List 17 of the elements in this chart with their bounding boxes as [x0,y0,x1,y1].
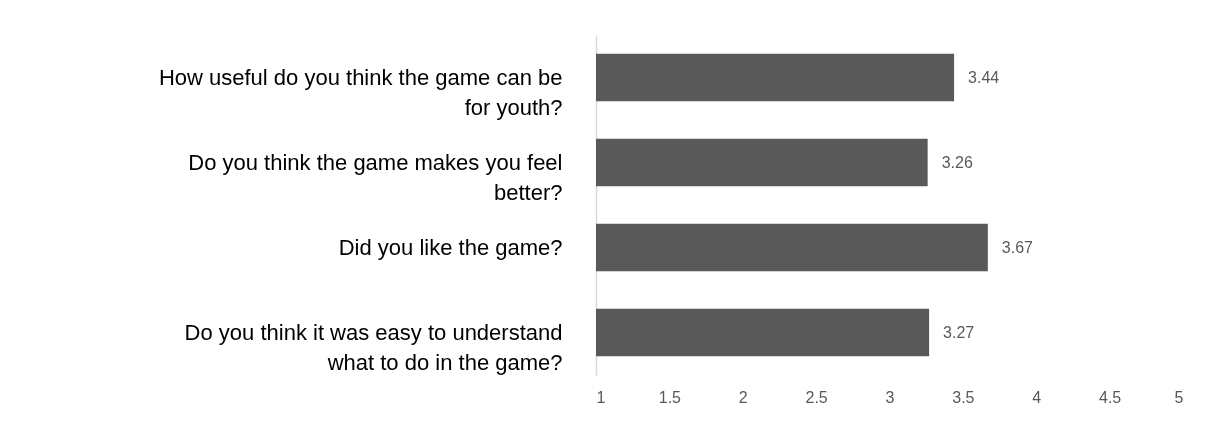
data-label: 3.27 [943,323,975,341]
y-tick-label: How useful do you think the game can be for youth? [158,64,563,120]
x-tick-label: 2.5 [805,388,828,406]
x-tick-label: 2 [738,388,748,406]
y-tick-label: Did you like the game? [338,234,563,260]
x-tick-label: 1.5 [658,388,682,406]
data-label: 3.67 [1001,238,1034,256]
y-tick-label: Do you think it was easy to understand what to do in the game? [184,319,563,375]
x-tick-label: 3 [885,388,895,406]
x-tick-label: 4 [1032,388,1042,406]
x-tick-label: 1 [596,388,606,406]
x-tick-label: 4.5 [1099,388,1122,406]
data-label: 3.26 [941,153,973,171]
x-tick-label: 5 [1174,388,1184,406]
data-label: 3.44 [968,68,1000,86]
y-tick-label: Do you think the game makes you feel better? [188,149,563,205]
x-tick-label: 3.5 [952,388,975,406]
